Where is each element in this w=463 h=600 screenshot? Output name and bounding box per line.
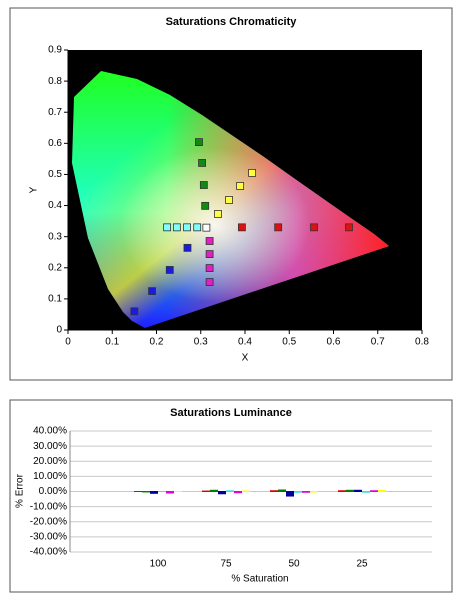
bar xyxy=(362,491,370,493)
y-tick-label: -40.00% xyxy=(30,547,67,558)
data-point xyxy=(148,287,156,296)
data-point xyxy=(310,223,318,232)
data-point xyxy=(205,264,214,272)
y-tick-label: -20.00% xyxy=(30,516,67,527)
y-tick-label: 0.9 xyxy=(48,45,62,56)
bar xyxy=(346,489,354,492)
data-point xyxy=(130,307,139,316)
y-tick-label: 30.00% xyxy=(33,441,67,452)
data-point xyxy=(183,223,191,232)
x-tick-label: 25 xyxy=(356,559,368,570)
y-tick-label: 0.3 xyxy=(48,231,62,242)
y-tick-label: -30.00% xyxy=(30,532,67,543)
bar xyxy=(226,490,234,492)
y-tick-label: -10.00% xyxy=(30,501,67,512)
data-point xyxy=(205,278,214,286)
data-point xyxy=(193,223,202,232)
data-point xyxy=(202,223,211,232)
bar xyxy=(370,490,378,492)
x-tick-label: 0.7 xyxy=(371,337,385,348)
bar xyxy=(218,491,226,495)
y-tick-label: 0.4 xyxy=(48,200,62,211)
x-tick-label: 100 xyxy=(150,559,167,570)
bar xyxy=(286,491,294,497)
bar xyxy=(174,491,182,492)
data-point xyxy=(274,223,283,232)
x-tick-label: 0.1 xyxy=(105,337,119,348)
y-tick-label: 0.8 xyxy=(48,76,62,87)
data-point xyxy=(248,168,256,177)
y-tick-label: 0.6 xyxy=(48,138,62,149)
y-tick-label: 0.1 xyxy=(48,294,62,305)
bar xyxy=(294,491,302,493)
y-tick-label: 0 xyxy=(56,325,62,336)
data-point xyxy=(225,196,233,204)
y-tick-label: 0.00% xyxy=(39,486,67,497)
y-tick-label: 40.00% xyxy=(33,426,67,437)
data-point xyxy=(345,223,353,232)
data-point xyxy=(165,266,174,274)
bar xyxy=(270,490,278,492)
bar xyxy=(234,491,242,494)
bar xyxy=(166,491,174,494)
panel xyxy=(9,399,453,593)
bar xyxy=(142,491,150,493)
bar xyxy=(134,491,142,492)
bar xyxy=(242,490,250,492)
data-point xyxy=(205,250,214,258)
x-tick-label: 0.8 xyxy=(415,337,429,348)
y-tick-label: 10.00% xyxy=(33,471,67,482)
bar xyxy=(202,490,210,492)
data-point xyxy=(198,159,206,167)
x-tick-label: 0.2 xyxy=(150,337,164,348)
data-point xyxy=(214,210,222,218)
y-axis-label: % Error xyxy=(15,473,26,508)
x-tick-label: 0.3 xyxy=(194,337,208,348)
x-tick-label: 0.6 xyxy=(327,337,341,348)
data-point xyxy=(163,223,172,232)
bar xyxy=(310,491,318,493)
data-point xyxy=(205,237,214,245)
bar xyxy=(378,489,386,492)
bar xyxy=(158,491,166,492)
bar xyxy=(338,490,346,492)
y-axis-label: Y xyxy=(29,186,40,193)
data-point xyxy=(238,223,246,232)
y-tick-label: 0.5 xyxy=(48,169,62,180)
data-point xyxy=(199,181,208,189)
x-tick-label: 0.4 xyxy=(238,337,252,348)
x-tick-label: 0.5 xyxy=(282,337,296,348)
bar xyxy=(278,489,286,492)
chart-title: Saturations Chromaticity xyxy=(166,16,298,28)
data-point xyxy=(172,223,181,232)
x-tick-label: 50 xyxy=(288,559,300,570)
bar xyxy=(354,489,362,492)
data-point xyxy=(236,182,245,190)
bar xyxy=(150,491,158,494)
x-axis-label: X xyxy=(242,353,249,364)
x-axis-label: % Saturation xyxy=(231,574,288,585)
data-point xyxy=(195,138,203,146)
x-tick-label: 75 xyxy=(220,559,232,570)
y-tick-label: 0.2 xyxy=(48,262,62,273)
data-point xyxy=(201,201,210,210)
y-tick-label: 20.00% xyxy=(33,456,67,467)
y-tick-label: 0.7 xyxy=(48,107,62,118)
data-point xyxy=(183,243,192,252)
x-tick-label: 0 xyxy=(65,337,71,348)
chart-title: Saturations Luminance xyxy=(170,407,292,419)
bar xyxy=(210,489,218,492)
bar xyxy=(302,491,310,493)
